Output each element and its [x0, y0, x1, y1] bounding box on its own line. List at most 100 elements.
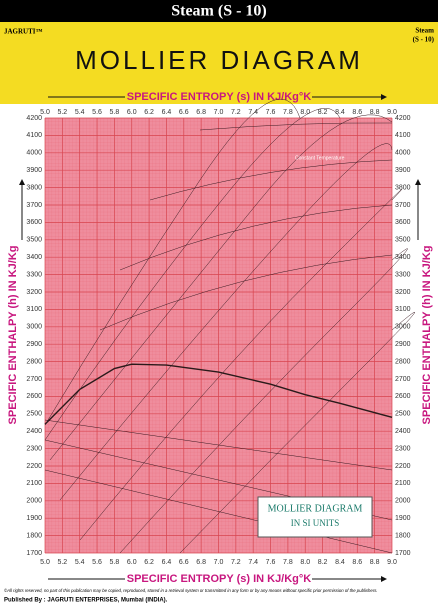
y-tick-label: 3800: [26, 184, 42, 191]
x-tick-label: 8.4: [335, 109, 345, 116]
y-tick-label: 3100: [395, 306, 411, 313]
isobar: [49, 114, 393, 461]
y-tick-label: 2100: [26, 480, 42, 487]
y-tick-label: 2800: [26, 358, 42, 365]
y-tick-label: 3400: [395, 254, 411, 261]
x-tick-label: 7.0: [214, 559, 224, 566]
y-tick-label: 1800: [395, 532, 411, 539]
y-tick-label: 3300: [26, 271, 42, 278]
y-tick-label: 1900: [26, 515, 42, 522]
title-band: [0, 22, 438, 104]
y-tick-label: 3000: [26, 324, 42, 331]
y-tick-label: 4200: [395, 115, 411, 122]
y-tick-label: 1900: [395, 515, 411, 522]
x-tick-label: 6.6: [179, 559, 189, 566]
x-tick-label: 8.6: [352, 109, 362, 116]
y-tick-label: 2200: [26, 463, 42, 470]
isotherm: [119, 204, 393, 271]
x-tick-label: 5.6: [92, 109, 102, 116]
isobar: [59, 143, 393, 501]
isotherm: [199, 122, 393, 131]
x-tick-label: 6.6: [179, 109, 189, 116]
brand: JAGRUTI™: [4, 28, 43, 36]
code: (S - 10): [413, 36, 435, 44]
y-tick-label: 3700: [395, 202, 411, 209]
y-tick-label: 2700: [395, 376, 411, 383]
x-tick-label: 7.8: [283, 559, 293, 566]
x-tick-label: 5.2: [57, 559, 67, 566]
quality-line: [44, 469, 393, 554]
isotherm: [99, 254, 393, 331]
y-tick-label: 2800: [395, 358, 411, 365]
x-tick-label: 9.0: [387, 109, 397, 116]
y-tick-label: 2100: [395, 480, 411, 487]
isotherm: [149, 159, 393, 201]
isobar: [44, 99, 301, 426]
x-tick-label: 7.8: [283, 109, 293, 116]
x-tick-label: 6.4: [162, 109, 172, 116]
info-box: [257, 496, 373, 538]
y-tick-label: 1800: [26, 532, 42, 539]
x-tick-label: 8.2: [318, 109, 328, 116]
y-tick-label: 3600: [395, 219, 411, 226]
y-tick-label: 2900: [26, 341, 42, 348]
y-tick-label: 2000: [395, 498, 411, 505]
x-tick-label: 8.0: [300, 109, 310, 116]
x-tick-label: 9.0: [387, 559, 397, 566]
y-tick-label: 4100: [395, 132, 411, 139]
y-tick-label: 3800: [395, 184, 411, 191]
x-axis-label: SPECIFIC ENTROPY (s) IN KJ/Kg°K: [127, 91, 312, 103]
x-tick-label: 6.2: [144, 559, 154, 566]
y-tick-label: 3900: [26, 167, 42, 174]
publisher: Published By : JAGRUTI ENTERPRISES, Mumb…: [4, 598, 168, 604]
y-tick-label: 2500: [395, 411, 411, 418]
saturation-line: [44, 363, 393, 425]
y-tick-label: 3500: [26, 237, 42, 244]
info-text: IN SI UNITS: [291, 518, 340, 528]
x-tick-label: 6.2: [144, 109, 154, 116]
isolines: [44, 99, 415, 554]
x-tick-label: 6.0: [127, 109, 137, 116]
y-tick-label: 3300: [395, 271, 411, 278]
x-tick-label: 8.2: [318, 559, 328, 566]
y-tick-label: 3600: [26, 219, 42, 226]
y-tick-label: 4000: [395, 150, 411, 157]
y-tick-label: 3200: [395, 289, 411, 296]
x-tick-label: 7.4: [248, 559, 258, 566]
y-tick-label: 2300: [26, 445, 42, 452]
chart-title: MOLLIER DIAGRAM: [75, 45, 363, 75]
x-tick-label: 7.2: [231, 109, 241, 116]
copyright: ©All rights reserved, no part of this pu…: [4, 588, 378, 593]
header-title: Steam (S - 10): [171, 3, 267, 20]
code: Steam: [415, 27, 434, 35]
info-text: MOLLIER DIAGRAM: [268, 503, 363, 514]
y-axis-label: SPECIFIC ENTHALPY (h) IN KJ/Kg: [421, 246, 433, 425]
x-tick-label: 6.8: [196, 109, 206, 116]
x-tick-label: 5.2: [57, 109, 67, 116]
y-tick-label: 3500: [395, 237, 411, 244]
y-tick-label: 2200: [395, 463, 411, 470]
x-tick-label: 7.6: [266, 559, 276, 566]
isobar: [44, 108, 341, 441]
y-tick-label: 1700: [26, 550, 42, 557]
y-tick-label: 2400: [26, 428, 42, 435]
y-tick-label: 3400: [26, 254, 42, 261]
x-tick-label: 5.4: [75, 109, 85, 116]
y-tick-label: 2700: [26, 376, 42, 383]
x-tick-label: 5.0: [40, 109, 50, 116]
x-tick-label: 6.8: [196, 559, 206, 566]
y-tick-label: 4000: [26, 150, 42, 157]
x-tick-label: 5.6: [92, 559, 102, 566]
annotation: Constant Temperature: [295, 155, 345, 161]
x-tick-label: 7.4: [248, 109, 258, 116]
y-tick-label: 2000: [26, 498, 42, 505]
header-bar: [0, 0, 438, 22]
isobar: [119, 248, 408, 554]
x-tick-label: 5.8: [110, 109, 120, 116]
y-tick-label: 2900: [395, 341, 411, 348]
y-tick-label: 3000: [395, 324, 411, 331]
y-tick-label: 4100: [26, 132, 42, 139]
y-tick-label: 1700: [395, 550, 411, 557]
isobar: [179, 311, 415, 554]
y-tick-label: 2600: [395, 393, 411, 400]
